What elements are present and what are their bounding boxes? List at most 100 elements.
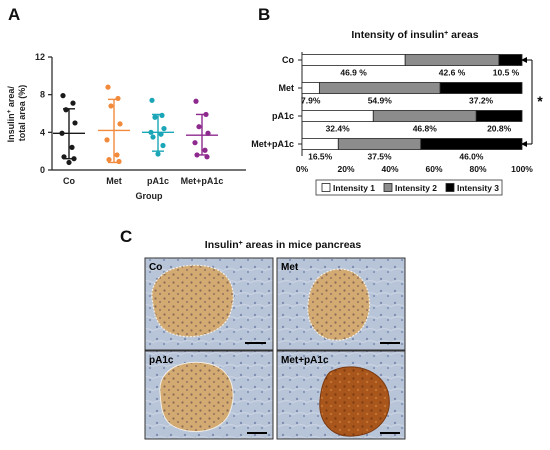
data-label-met-intensity-2: 54.9%	[368, 96, 393, 106]
data-point-met	[106, 157, 112, 163]
micrograph-label-met-pa1c: Met+pA1c	[281, 355, 329, 366]
micrograph-label-pa1c: pA1c	[149, 355, 174, 366]
data-label-co-intensity-1: 46.9 %	[340, 68, 367, 78]
data-point-met-pa1c	[204, 154, 210, 160]
data-point-met	[104, 137, 110, 143]
x-tick-label: 0%	[296, 164, 309, 174]
data-point-met-pa1c	[196, 124, 202, 130]
significance-bracket	[521, 57, 533, 147]
data-point-pa1c	[152, 114, 158, 120]
micrograph-met: Met	[276, 257, 406, 351]
bar-met-intensity-2	[318, 82, 441, 94]
data-label-pa1c-intensity-1: 32.4%	[326, 124, 351, 134]
data-point-pa1c	[149, 97, 155, 103]
micrograph-grid: Co Met pA1c Met+pA1c	[144, 257, 406, 440]
x-tick-label-co: Co	[63, 176, 75, 186]
category-label-co: Co	[282, 55, 294, 65]
bar-pa1c-intensity-2	[372, 110, 477, 122]
category-label-met-pa1c: Met+pA1c	[251, 139, 294, 149]
bar-met-intensity-3	[439, 82, 523, 94]
micrograph-pa1c: pA1c	[144, 350, 274, 440]
data-label-met-pa1c-intensity-3: 46.0%	[459, 152, 484, 162]
data-point-met	[114, 152, 120, 158]
legend-label-intensity-1: Intensity 1	[333, 183, 375, 193]
x-axis-label: Group	[136, 191, 163, 201]
islet-pa1c	[159, 361, 234, 433]
bar-pa1c-intensity-3	[475, 110, 523, 122]
data-point-pa1c	[150, 134, 156, 140]
data-point-met	[108, 103, 114, 109]
x-tick-label: 40%	[381, 164, 398, 174]
data-point-pa1c	[148, 129, 154, 135]
data-point-co	[60, 93, 66, 99]
data-point-co	[61, 154, 67, 160]
category-label-pa1c: pA1c	[272, 111, 294, 121]
y-tick-label: 8	[40, 90, 45, 100]
legend-box	[315, 179, 503, 196]
legend-swatch-intensity-2	[383, 183, 393, 192]
panel-c-letter: C	[120, 227, 132, 246]
bar-co-intensity-1	[301, 54, 406, 66]
legend-label-intensity-2: Intensity 2	[395, 183, 437, 193]
data-point-pa1c	[155, 151, 161, 157]
data-point-met-pa1c	[205, 130, 211, 136]
data-point-co	[63, 107, 69, 113]
significance-star: *	[537, 93, 543, 109]
y-ticks: 0 4 8 12	[35, 52, 52, 175]
bar-co-intensity-3	[498, 54, 523, 66]
category-label-met: Met	[279, 83, 295, 93]
data-label-met-intensity-3: 37.2%	[469, 96, 494, 106]
data-point-co	[71, 156, 77, 162]
data-label-co-intensity-2: 42.6 %	[439, 68, 466, 78]
y-tick-label: 12	[35, 52, 45, 62]
x-ticks: 0% 20% 40% 60% 80% 100%	[296, 164, 533, 174]
islet-met-pa1c	[319, 366, 390, 437]
data-point-met	[115, 95, 121, 102]
data-point-met	[116, 158, 122, 165]
data-point-met-pa1c	[202, 147, 208, 153]
legend-label-intensity-3: Intensity 3	[457, 183, 499, 193]
bar-met-intensity-1	[301, 82, 320, 94]
data-label-co-intensity-3: 10.5 %	[493, 68, 520, 78]
data-point-pa1c	[159, 112, 165, 118]
legend-swatch-intensity-1	[321, 183, 331, 192]
bar-met-pa1c-intensity-3	[420, 138, 523, 150]
data-point-met	[105, 84, 111, 90]
micrograph-label-met: Met	[281, 262, 299, 273]
micrograph-title: Insulin+ areas in mice pancreas	[205, 239, 362, 251]
micrograph-label-co: Co	[149, 262, 162, 273]
data-label-met-pa1c-intensity-2: 37.5%	[367, 152, 392, 162]
data-point-pa1c	[161, 125, 167, 132]
data-point-met-pa1c	[194, 152, 200, 158]
x-tick-labels: Co Met pA1c Met+pA1c	[63, 176, 223, 186]
data-point-co	[66, 159, 72, 166]
stacked-bar-chart: Intensity of insulin+ areas Co 46.9 % 42.6…	[251, 29, 543, 196]
bars: Co 46.9 % 42.6 % 10.5 % Met 7.9% 54.9% 37.2% pA1…	[251, 54, 523, 162]
legend-swatch-intensity-3	[445, 183, 455, 192]
bar-met-pa1c-intensity-1	[301, 138, 339, 150]
micrograph-met-pa1c: Met+pA1c	[276, 350, 406, 440]
data-point-co	[69, 144, 75, 150]
data-point-co	[59, 130, 65, 136]
legend: Intensity 1 Intensity 2 Intensity 3	[321, 183, 499, 193]
x-tick-label: 60%	[425, 164, 442, 174]
data-point-co	[72, 120, 78, 126]
data-groups	[53, 84, 218, 166]
data-label-met-pa1c-intensity-1: 16.5%	[308, 152, 333, 162]
data-label-pa1c-intensity-2: 46.8%	[413, 124, 438, 134]
micrograph-co: Co	[144, 257, 274, 351]
x-tick-label-met-pa1c: Met+pA1c	[181, 176, 224, 186]
chart-title: Intensity of insulin+ areas	[351, 29, 478, 41]
data-point-met-pa1c	[193, 98, 199, 104]
x-tick-label: 100%	[511, 164, 533, 174]
y-tick-label: 4	[40, 127, 45, 137]
x-tick-label-met: Met	[106, 176, 122, 186]
x-tick-label: 80%	[469, 164, 486, 174]
bar-pa1c-intensity-1	[301, 110, 374, 122]
data-point-co	[70, 100, 76, 106]
x-tick-label-pa1c: pA1c	[147, 176, 169, 186]
data-point-pa1c	[158, 131, 164, 137]
islet-co	[151, 264, 234, 338]
bar-met-pa1c-intensity-2	[337, 138, 422, 150]
